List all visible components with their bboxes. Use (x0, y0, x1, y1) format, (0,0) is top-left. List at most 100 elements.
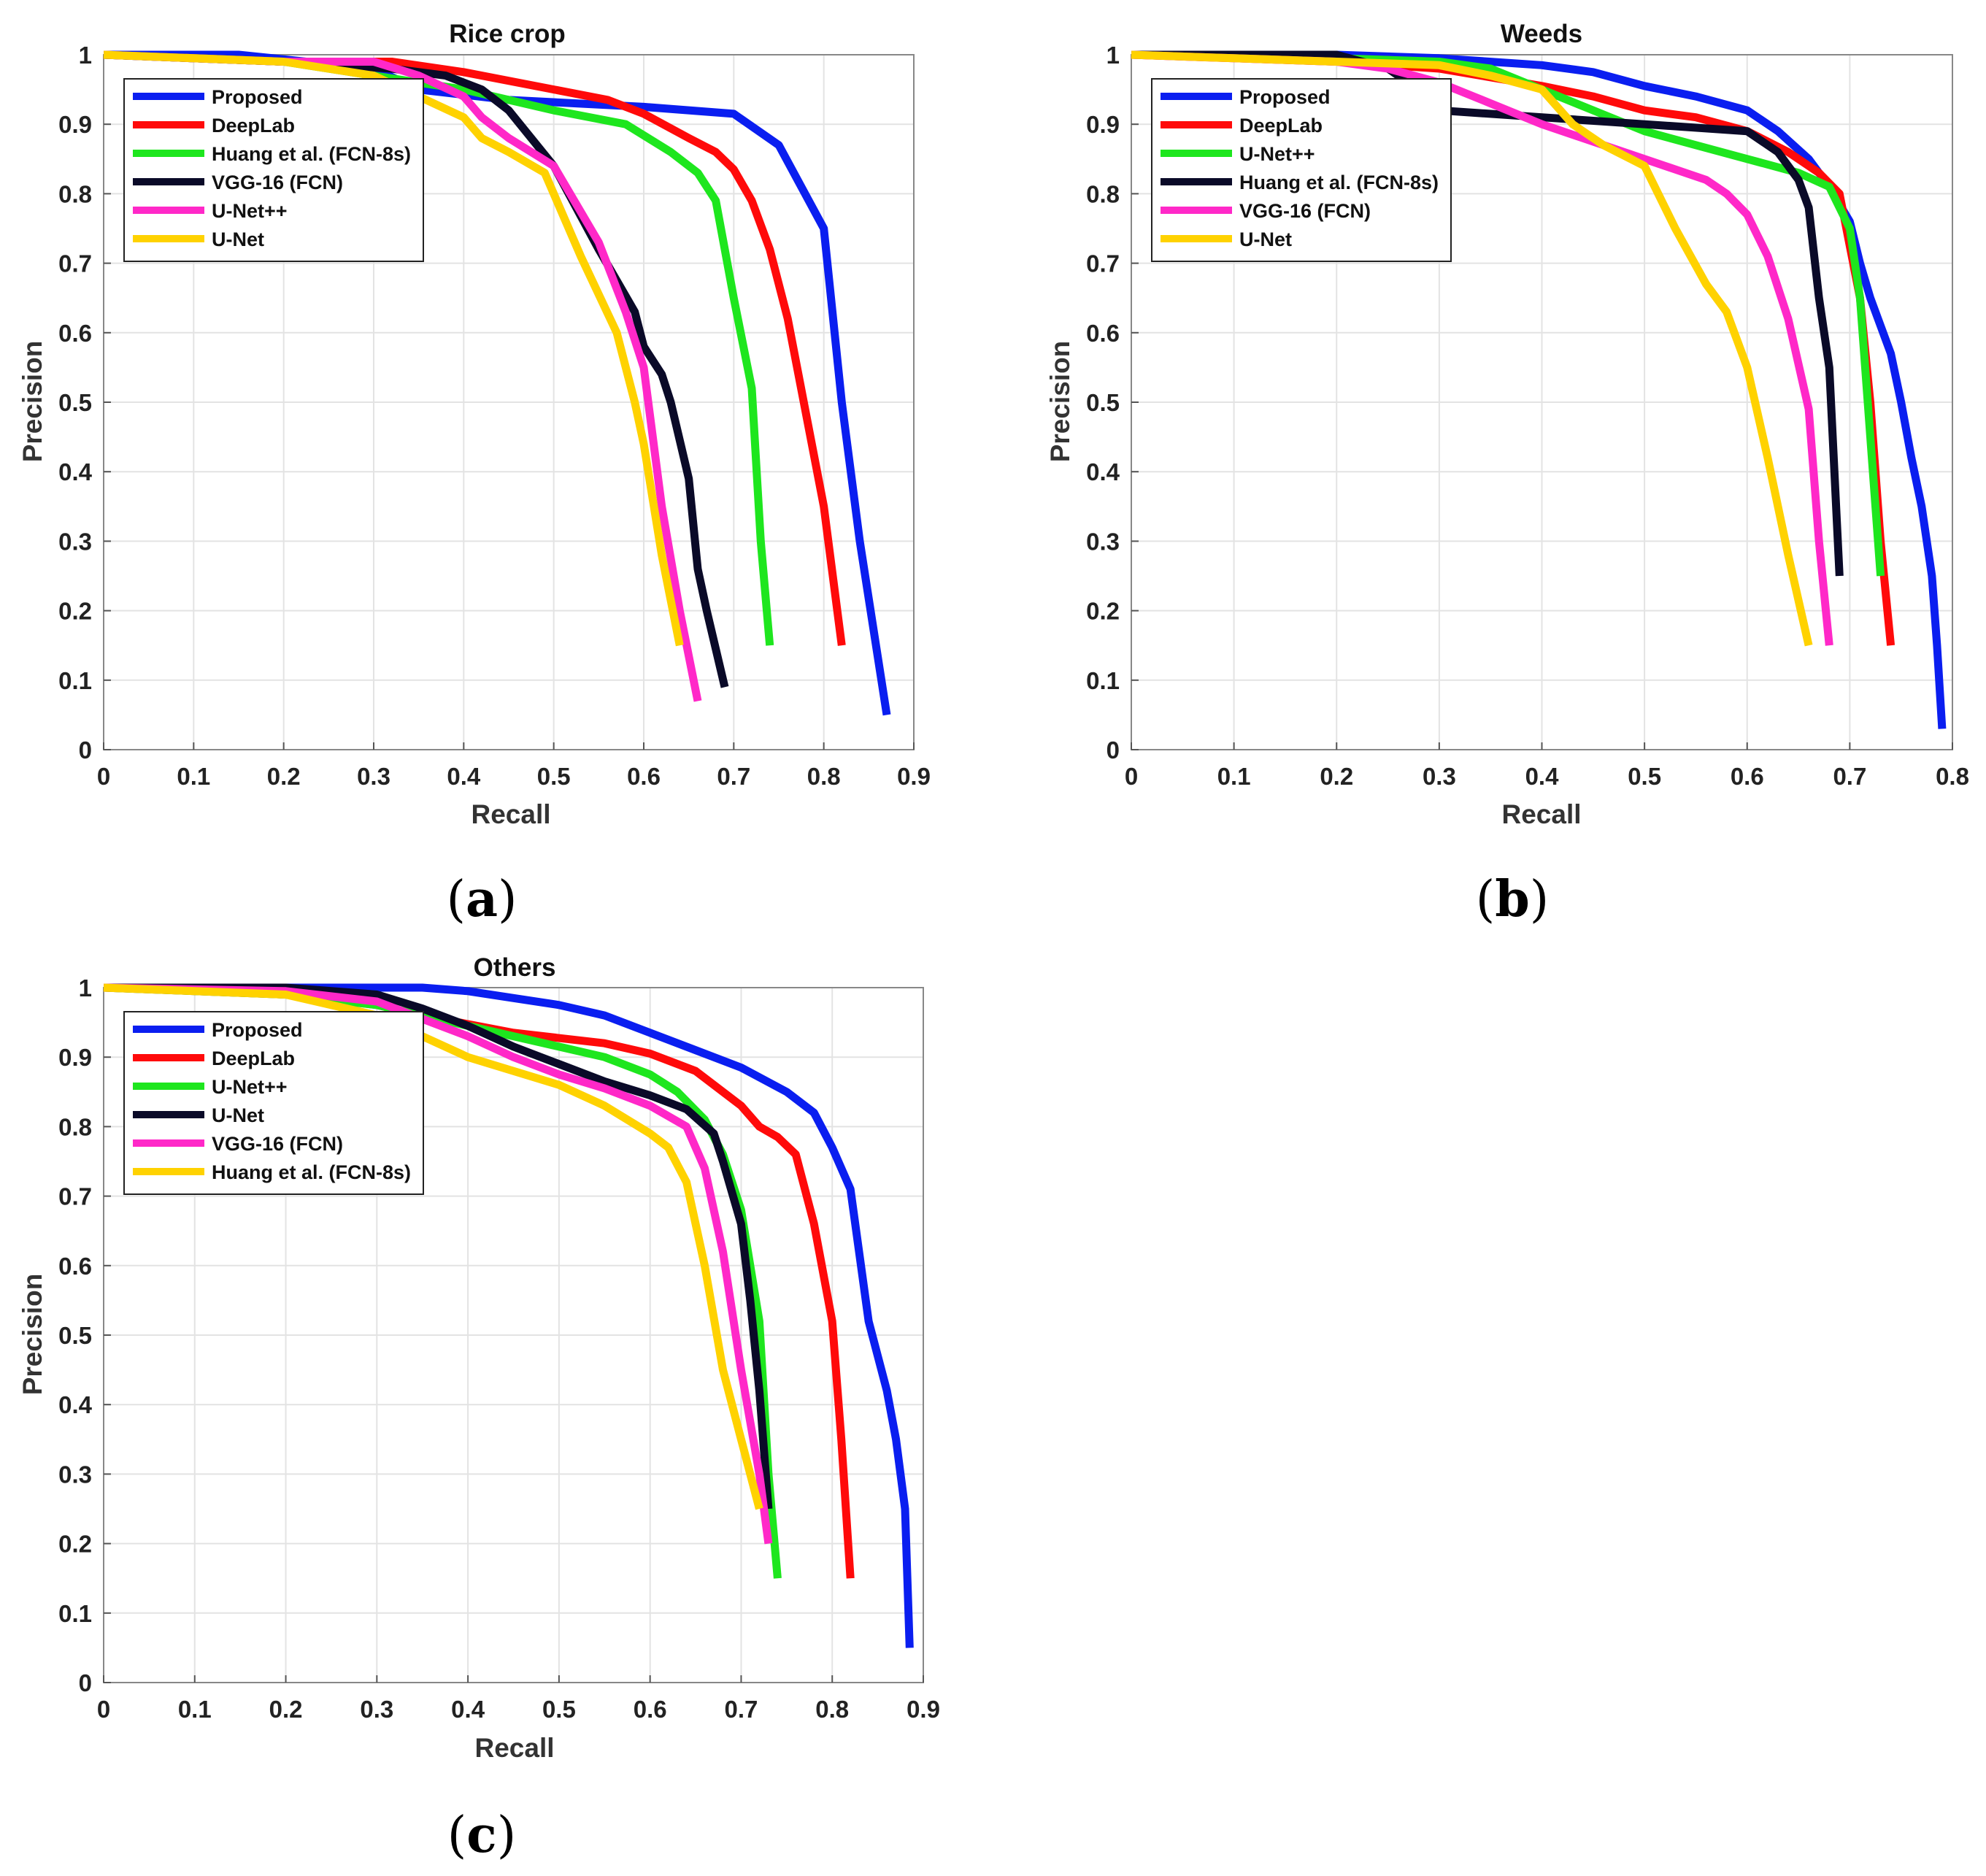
y-tick-label: 1 (79, 974, 92, 1002)
chart-title: Rice crop (449, 20, 566, 48)
y-tick-label: 0.5 (1086, 389, 1120, 416)
y-tick-label: 0.1 (1086, 667, 1120, 694)
x-tick-label: 0.5 (542, 1696, 576, 1723)
legend-entry-label: Proposed (1239, 86, 1331, 108)
series-line-u-net (1131, 50, 1885, 577)
y-tick-label: 0.8 (58, 1113, 92, 1140)
x-axis-label: Recall (474, 1733, 554, 1763)
legend-entry-label: VGG-16 (FCN) (1239, 200, 1371, 222)
y-tick-label: 0.7 (1086, 250, 1120, 277)
series-line-u-net (104, 983, 773, 1510)
x-tick-label: 0.1 (178, 1696, 212, 1723)
legend-entry-label: Proposed (212, 1019, 303, 1041)
series-line-proposed (104, 983, 914, 1648)
x-tick-label: 0.2 (1320, 763, 1353, 790)
legend-entry-label: VGG-16 (FCN) (212, 172, 343, 193)
y-tick-label: 0.5 (58, 1322, 92, 1349)
y-tick-label: 0.9 (58, 1044, 92, 1071)
y-tick-label: 0 (79, 1669, 92, 1696)
x-tick-label: 0.3 (360, 1696, 393, 1723)
chart-panel-a: Rice crop Recall Precision 0 0.1 0.2 0.3 0.4… (18, 20, 931, 829)
legend-entry-label: U-Net++ (1239, 143, 1315, 165)
legend-entry-label: DeepLab (1239, 115, 1323, 137)
x-tick-label: 0.3 (1423, 763, 1456, 790)
legend-entry-label: U-Net (1239, 228, 1292, 250)
y-axis-label: Precision (18, 341, 47, 463)
x-axis-label: Recall (471, 799, 550, 829)
y-tick-label: 0.6 (1086, 320, 1120, 347)
y-tick-label: 0.5 (58, 389, 92, 416)
y-tick-label: 0.7 (58, 250, 92, 277)
y-tick-label: 0.6 (58, 320, 92, 347)
x-tick-label: 0.9 (897, 763, 931, 790)
x-tick-label: 0.6 (634, 1696, 667, 1723)
caption-letter: c (466, 1806, 496, 1864)
y-axis-label: Precision (1045, 341, 1075, 463)
x-axis-label: Recall (1501, 799, 1581, 829)
x-tick-label: 0.1 (177, 763, 210, 790)
x-tick-label: 0.7 (1833, 763, 1866, 790)
y-tick-label: 0.6 (58, 1253, 92, 1280)
y-tick-label: 0.9 (58, 111, 92, 138)
x-tick-label: 0.2 (267, 763, 301, 790)
caption-letter: a (466, 870, 498, 929)
y-tick-label: 0 (79, 737, 92, 764)
plot-area: 0 0.1 0.2 0.3 0.4 0.5 0.6 0.7 0.8 0.9 0 0.1 0.2 0.3 0.… (58, 42, 931, 790)
x-tick-label: 0.3 (357, 763, 390, 790)
series-line-vgg-16-fcn (103, 983, 773, 1545)
y-tick-label: 0.4 (58, 458, 93, 485)
x-tick-label: 0 (1125, 763, 1138, 790)
x-tick-label: 0.1 (1217, 763, 1251, 790)
y-axis-label: Precision (18, 1274, 47, 1396)
x-tick-label: 0.7 (717, 763, 750, 790)
legend-box (1151, 78, 1452, 262)
y-tick-label: 0.1 (58, 667, 92, 694)
caption-letter: b (1495, 870, 1530, 929)
x-tick-label: 0.8 (1936, 763, 1969, 790)
x-tick-label: 0.9 (907, 1696, 940, 1723)
chart-panel-c: Others Recall Precision 0 0.1 0.2 0.3 0.4 0.5… (18, 953, 940, 1763)
caption-c: (c) (447, 1806, 516, 1864)
series-line-u-net (103, 50, 702, 702)
caption-a: (a) (446, 870, 517, 929)
y-tick-label: 0.2 (1086, 598, 1120, 625)
x-tick-label: 0.8 (815, 1696, 849, 1723)
x-tick-label: 0.7 (725, 1696, 758, 1723)
x-tick-label: 0.8 (807, 763, 841, 790)
x-tick-label: 0.2 (269, 1696, 303, 1723)
chart-title: Weeds (1501, 20, 1582, 48)
chart-panel-b: Weeds Recall Precision 0 0.1 0.2 0.3 0.4 0.5 0… (1045, 20, 1969, 829)
x-tick-label: 0.4 (451, 1696, 485, 1723)
legend-box (123, 78, 424, 262)
legend-entry-label: U-Net++ (212, 1076, 288, 1098)
legend-entry-label: VGG-16 (FCN) (212, 1133, 343, 1155)
y-tick-label: 0.3 (1086, 528, 1120, 555)
plot-area: 0 0.1 0.2 0.3 0.4 0.5 0.6 0.7 0.8 0.9 0 0.1 0.2 0.3 0.… (58, 974, 940, 1723)
y-tick-label: 0.1 (58, 1600, 92, 1627)
legend-entry-label: U-Net++ (212, 200, 288, 222)
y-tick-label: 0.3 (58, 528, 92, 555)
y-tick-label: 0.4 (1086, 458, 1120, 485)
legend-entry-label: Huang et al. (FCN-8s) (212, 1161, 411, 1183)
y-tick-label: 0.2 (58, 598, 92, 625)
x-tick-label: 0.4 (447, 763, 481, 790)
legend-entry-label: Huang et al. (FCN-8s) (212, 143, 411, 165)
chart-title: Others (474, 953, 556, 982)
x-tick-label: 0 (97, 1696, 110, 1723)
y-tick-label: 0.7 (58, 1183, 92, 1210)
y-tick-label: 1 (1106, 42, 1120, 69)
legend-entry-label: Proposed (212, 86, 303, 108)
x-tick-label: 0 (97, 763, 110, 790)
y-tick-label: 0.4 (58, 1391, 93, 1418)
y-tick-label: 0.9 (1086, 111, 1120, 138)
legend-entry-label: DeepLab (212, 115, 295, 137)
x-tick-label: 0.5 (537, 763, 571, 790)
y-tick-label: 1 (79, 42, 92, 69)
y-tick-label: 0.3 (58, 1461, 92, 1488)
legend-entry-label: U-Net (212, 1104, 264, 1126)
y-tick-label: 0 (1106, 737, 1120, 764)
x-tick-label: 0.6 (1731, 763, 1764, 790)
y-tick-label: 0.8 (58, 180, 92, 207)
x-tick-label: 0.4 (1525, 763, 1560, 790)
series-line-u-net (1131, 50, 1813, 647)
